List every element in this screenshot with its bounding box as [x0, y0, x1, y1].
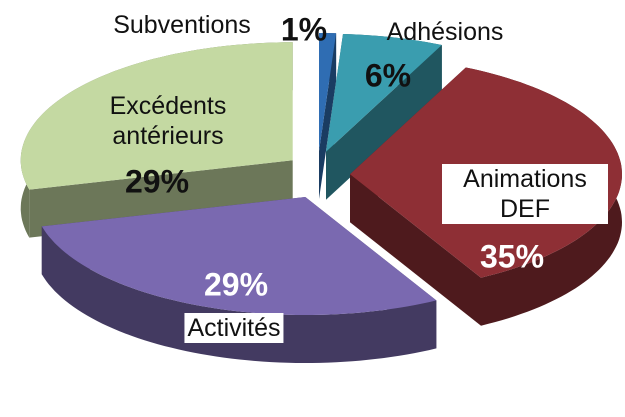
slice-radial-wall: [350, 174, 481, 326]
slice: [41, 197, 437, 363]
slice-outer-wall: [41, 226, 437, 363]
category-label: Adhésions: [386, 18, 504, 46]
value-label: 29%: [203, 266, 269, 303]
category-label: Subventions: [113, 11, 251, 39]
category-label: Excédents antérieurs: [109, 92, 227, 150]
category-label: Animations DEF: [442, 164, 608, 224]
category-label: Activités: [184, 313, 284, 343]
value-label: 6%: [364, 57, 412, 94]
slice-top: [319, 33, 337, 151]
slice-top: [41, 197, 437, 315]
slice: [326, 34, 442, 200]
value-label: 1%: [280, 11, 328, 48]
slice: [319, 33, 337, 200]
slice-top: [20, 42, 293, 190]
slice-top: [326, 34, 442, 152]
value-label: 35%: [479, 238, 545, 275]
value-label: 29%: [124, 163, 190, 200]
slice: [20, 42, 293, 238]
slice-radial-wall: [29, 160, 293, 238]
